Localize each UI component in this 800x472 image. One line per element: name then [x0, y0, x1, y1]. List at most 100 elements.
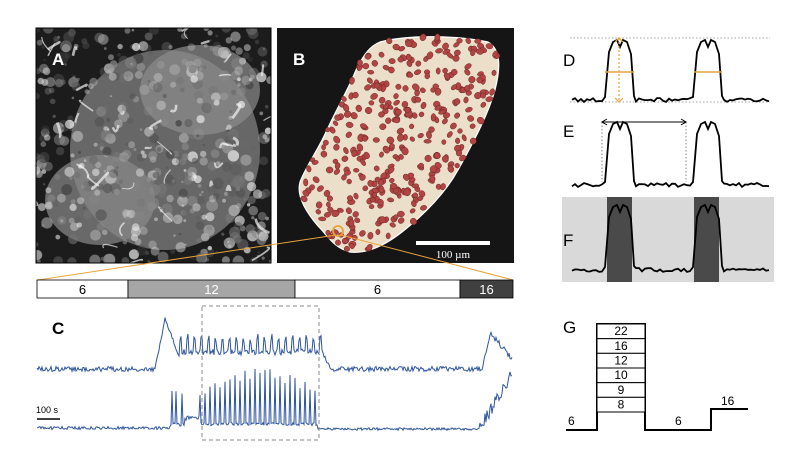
segmented-cell	[492, 50, 499, 58]
segmented-cell	[454, 163, 460, 169]
panel-d: D	[563, 37, 770, 104]
concentration-step-label: 22	[614, 324, 628, 338]
segmented-cell	[346, 178, 352, 185]
segmented-cell	[420, 205, 427, 211]
segmented-cell	[393, 93, 399, 99]
segmented-cell	[418, 162, 424, 169]
segmented-cell	[341, 155, 349, 162]
calcium-trace-top	[36, 317, 513, 374]
segmented-cell	[441, 139, 447, 145]
segmented-cell	[419, 87, 426, 94]
segmented-cell	[378, 185, 385, 193]
segmented-cell	[474, 38, 482, 44]
baseline-left-label: 6	[568, 414, 575, 428]
segmented-cell	[424, 73, 431, 80]
segmented-cell	[393, 214, 399, 220]
segmented-cell	[333, 168, 340, 175]
segmented-cell	[388, 58, 396, 65]
selected-cell-marker	[332, 225, 344, 237]
panel-a: A	[35, 27, 272, 264]
protocol-segment-label: 12	[204, 282, 218, 297]
segmented-cell	[423, 139, 432, 144]
burst-waveform-d	[571, 38, 770, 104]
segmented-cell	[409, 208, 416, 214]
segmented-cell	[378, 111, 385, 118]
segmented-cell	[396, 127, 405, 135]
segmented-cell	[456, 38, 463, 44]
segmented-cell	[317, 185, 324, 192]
segmented-cell	[389, 222, 396, 228]
segmented-cell	[414, 69, 422, 75]
panel-e: E	[563, 118, 770, 189]
segmented-cell	[325, 127, 331, 133]
segmented-cell	[464, 85, 471, 92]
panel-b: 100 µm B	[277, 28, 514, 263]
segmented-cell	[374, 176, 381, 182]
segmented-cell	[387, 197, 395, 203]
segmented-cell	[308, 184, 315, 191]
segmented-cell	[469, 123, 476, 129]
segmented-cell	[341, 174, 347, 181]
segmented-cell	[334, 114, 341, 121]
segmented-cell	[378, 96, 386, 104]
calcium-trace-bottom	[36, 368, 513, 432]
segmented-cell	[363, 151, 370, 159]
segmented-cell	[442, 42, 449, 50]
baseline-mid-label: 6	[675, 414, 682, 428]
segmented-cell	[373, 82, 381, 89]
segmented-cell	[464, 69, 471, 76]
segmented-cell	[480, 101, 487, 108]
concentration-step-label: 8	[618, 398, 625, 412]
segmented-cell	[353, 168, 360, 173]
segmented-cell	[406, 53, 412, 61]
segmented-cell	[388, 143, 395, 150]
segmented-cell	[442, 155, 449, 163]
segmented-cell	[393, 117, 401, 124]
micrograph-texture	[36, 28, 271, 263]
segmented-cell	[323, 189, 331, 197]
segmented-cell	[312, 176, 320, 184]
segmented-cell	[311, 160, 319, 165]
concentration-step-label: 12	[614, 354, 628, 368]
segmented-cell	[359, 174, 366, 181]
segmented-cell	[485, 43, 494, 50]
segmented-cell	[375, 229, 381, 235]
panel-c: C 100 s	[36, 305, 513, 441]
segmented-cell	[362, 185, 369, 192]
segmented-cell	[424, 154, 432, 162]
segmented-cell	[350, 112, 358, 120]
segmented-cell	[476, 77, 483, 84]
segmented-cell	[353, 192, 359, 200]
segmented-cell	[480, 92, 486, 99]
panel-f: F	[562, 197, 774, 282]
segmented-cell	[418, 190, 426, 198]
segmented-cell	[360, 158, 366, 166]
segmented-cell	[345, 207, 352, 215]
concentration-step-label: 9	[618, 383, 625, 397]
segmented-cell	[465, 107, 473, 113]
segmented-cell	[430, 113, 437, 122]
segmented-cell	[407, 72, 414, 78]
burst-waveform-e	[571, 120, 770, 189]
segmented-cell	[414, 96, 422, 103]
segmented-cell	[468, 76, 476, 84]
segmented-cell	[398, 46, 406, 52]
segmented-cell	[355, 104, 362, 112]
segmented-cell	[388, 66, 395, 74]
segmented-cell	[389, 178, 395, 183]
segmented-cell	[432, 83, 439, 89]
segmented-cell	[434, 162, 442, 169]
segmented-cell	[419, 33, 427, 41]
segmented-cell	[455, 149, 463, 157]
segmented-cell	[463, 96, 469, 104]
segmented-cell	[364, 53, 371, 60]
protocol-segment-label: 6	[79, 282, 86, 297]
segmented-cell	[446, 52, 454, 59]
protocol-segment-label: 6	[374, 282, 381, 297]
stimulation-protocol-line	[566, 323, 748, 431]
segmented-cell	[435, 48, 443, 54]
segmented-cell	[351, 149, 358, 158]
segmented-cell	[337, 207, 344, 213]
